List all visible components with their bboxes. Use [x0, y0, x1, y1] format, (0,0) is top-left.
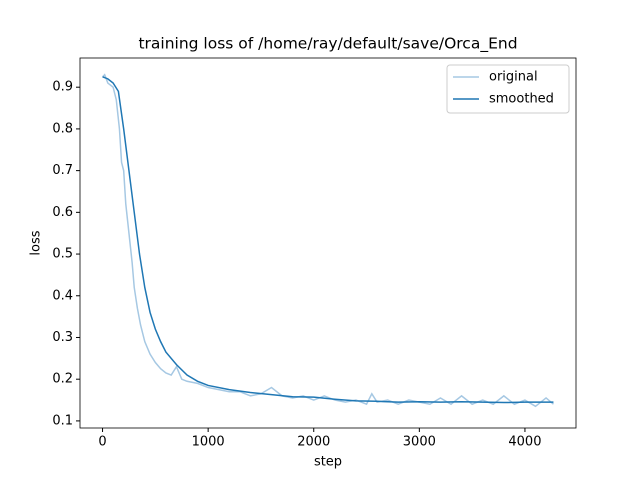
y-tick-label: 0.1 — [52, 413, 73, 428]
y-tick-label: 0.9 — [52, 80, 73, 95]
x-tick-label: 0 — [98, 435, 106, 450]
y-tick-label: 0.4 — [52, 288, 73, 303]
legend-label: original — [489, 70, 538, 85]
y-tick-label: 0.2 — [52, 372, 73, 387]
y-axis-label: loss — [29, 230, 44, 255]
line-series — [102, 76, 554, 404]
y-tick-label: 0.3 — [52, 330, 73, 345]
x-axis-label: step — [314, 455, 342, 470]
plot-frame — [79, 57, 577, 429]
y-tick-label: 0.5 — [52, 247, 73, 262]
chart-title: training loss of /home/ray/default/save/… — [138, 35, 517, 54]
y-tick-label: 0.6 — [52, 205, 73, 220]
y-tick-label: 0.8 — [52, 121, 73, 136]
x-tick-label: 4000 — [508, 435, 541, 450]
y-tick-label: 0.7 — [52, 163, 73, 178]
legend-label: smoothed — [489, 92, 554, 107]
x-tick-label: 3000 — [403, 435, 436, 450]
x-tick-label: 1000 — [192, 435, 225, 450]
x-tick-label: 2000 — [297, 435, 330, 450]
